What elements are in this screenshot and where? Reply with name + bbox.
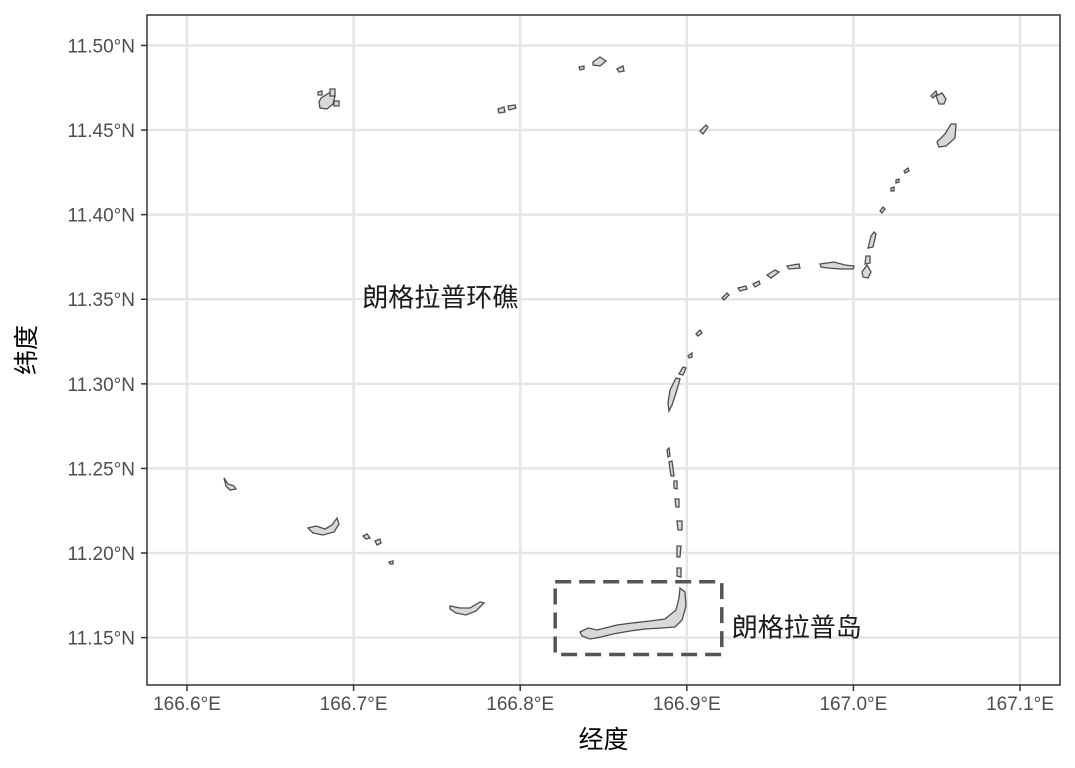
island-rongelap: [579, 586, 687, 640]
island-c-5: [676, 520, 683, 531]
y-tick-label: 11.25°N: [68, 459, 135, 480]
island-sw-2: [306, 516, 340, 536]
y-tick-label: 11.45°N: [68, 121, 135, 142]
island-e-9: [678, 366, 687, 376]
island-e-3: [765, 269, 781, 279]
island-c-1: [666, 446, 671, 458]
island-sw-6: [449, 601, 486, 616]
x-axis-title: 经度: [578, 725, 628, 754]
island-c-4: [674, 498, 680, 508]
island-c-2: [668, 460, 675, 477]
island-sw-4: [374, 538, 382, 546]
island-n-3: [578, 65, 585, 71]
island-ne-6: [890, 186, 895, 192]
island-ne-1: [930, 89, 938, 99]
x-tick-label: 166.7°E: [320, 694, 388, 715]
y-tick-label: 11.30°N: [68, 375, 135, 396]
island-ne-3: [936, 123, 957, 148]
x-tick-label: 166.6°E: [153, 694, 221, 715]
island-sw-3: [361, 533, 372, 540]
x-tick-label: 166.9°E: [653, 694, 721, 715]
y-tick-label: 11.35°N: [68, 290, 135, 311]
island-ne-10: [861, 263, 872, 279]
island-e-1: [819, 261, 855, 270]
island-n-4: [592, 56, 608, 67]
island-e-5: [736, 285, 748, 292]
island-label: 朗格拉普岛: [732, 614, 862, 644]
island-e-8: [687, 351, 693, 359]
island-ne-5: [895, 178, 900, 184]
x-tick-label: 166.8°E: [486, 694, 554, 715]
island-n-2: [507, 104, 517, 111]
y-tick-label: 11.50°N: [68, 36, 135, 57]
island-c-7: [676, 567, 682, 578]
island-e-4: [752, 280, 761, 288]
y-tick-label: 11.40°N: [68, 206, 135, 227]
island-e-7: [695, 328, 703, 337]
island-ne-7: [879, 206, 886, 214]
axis-ticks: 166.6°E 166.7°E 166.8°E 166.9°E 167.0°E 167.1…: [68, 36, 1054, 715]
island-shapes: [223, 56, 957, 640]
island-n-6: [699, 124, 709, 136]
x-tick-label: 167.0°E: [819, 694, 887, 715]
island-c-6: [676, 545, 682, 558]
island-ne-2: [935, 92, 947, 105]
island-sw-5: [388, 560, 394, 565]
island-n-5: [616, 65, 625, 73]
island-sw-1: [223, 477, 238, 491]
island-c-3: [673, 480, 678, 490]
y-tick-label: 11.20°N: [68, 544, 135, 565]
map-gridlines: [147, 15, 1060, 685]
x-tick-label: 167.1°E: [986, 694, 1054, 715]
highlight-box-rongelap-island: [553, 580, 724, 657]
island-ne-8: [867, 231, 877, 249]
atoll-label: 朗格拉普环礁: [362, 284, 518, 314]
y-tick-label: 11.15°N: [68, 629, 135, 650]
island-ne-9: [864, 255, 871, 265]
island-nw-2: [329, 88, 336, 97]
island-e-10: [667, 377, 681, 414]
island-nw-3: [333, 100, 340, 107]
island-ne-4: [903, 166, 910, 174]
island-e-6: [721, 292, 730, 301]
plot-panel-border: [146, 14, 1061, 686]
island-nw-4: [317, 90, 323, 96]
island-e-2: [785, 263, 801, 270]
island-n-1: [497, 106, 506, 114]
y-axis-title: 纬度: [12, 325, 41, 375]
